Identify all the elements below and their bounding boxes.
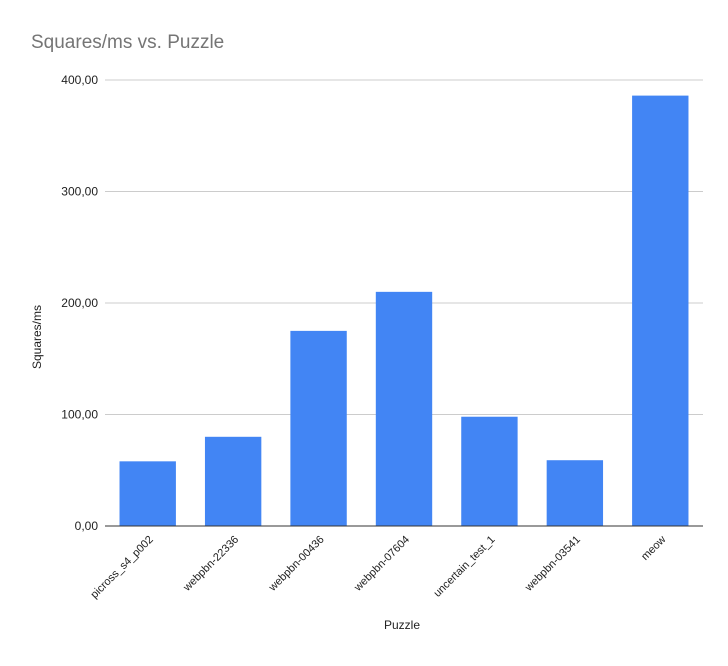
- y-tick-label: 0,00: [75, 519, 99, 533]
- bar: [290, 330, 347, 526]
- x-tick-label: webpbn-00436: [266, 534, 327, 595]
- bar: [375, 291, 433, 526]
- bar: [632, 95, 689, 527]
- x-tick-labels: picross_s4_p002 webpbn-22336 webpbn-00436 w…: [89, 534, 669, 601]
- bar: [204, 436, 262, 526]
- x-axis-label: Puzzle: [384, 618, 420, 632]
- y-tick-labels: 0,00 100,00 200,00 300,00 400,00: [61, 73, 98, 533]
- y-axis-label: Squares/ms: [30, 305, 44, 369]
- y-tick-label: 100,00: [61, 408, 98, 422]
- bars: [119, 95, 689, 527]
- x-tick-label: webpbn-07604: [351, 534, 412, 595]
- y-tick-label: 200,00: [61, 296, 98, 310]
- y-tick-label: 400,00: [61, 73, 98, 87]
- bar: [119, 461, 176, 526]
- x-tick-label: picross_s4_p002: [89, 534, 156, 601]
- y-tick-label: 300,00: [61, 185, 98, 199]
- x-tick-label: webpbn-03541: [522, 534, 583, 595]
- bar: [461, 416, 518, 526]
- chart-title: Squares/ms vs. Puzzle: [31, 32, 224, 53]
- x-tick-label: meow: [639, 534, 668, 563]
- bar: [546, 460, 604, 526]
- x-tick-label: uncertain_test_1: [432, 534, 498, 600]
- x-tick-label: webpbn-22336: [181, 534, 242, 595]
